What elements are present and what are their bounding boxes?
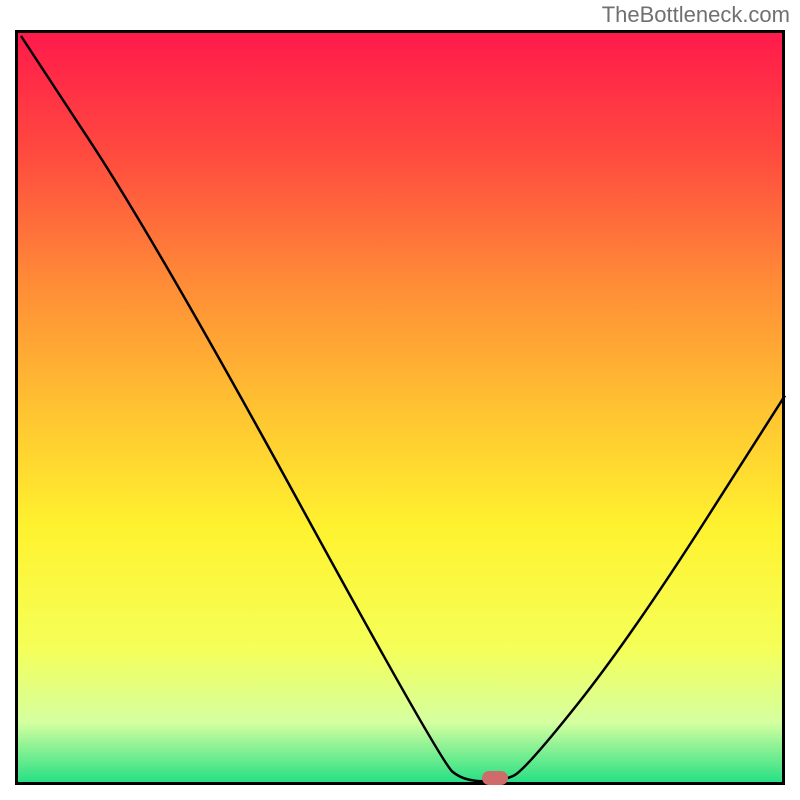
plot-area [15,30,785,785]
watermark-text: TheBottleneck.com [602,2,790,28]
curve-overlay [21,36,785,785]
sweet-spot-marker [482,771,508,785]
bottleneck-curve [21,36,785,781]
chart-container: TheBottleneck.com [0,0,800,800]
